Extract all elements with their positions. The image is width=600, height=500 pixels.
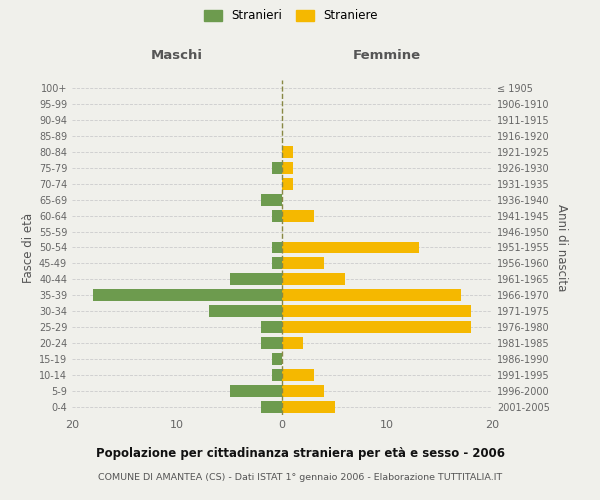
Bar (282, 258, 324, 270)
Text: Femmine: Femmine (353, 50, 421, 62)
Bar (282, 178, 293, 190)
Y-axis label: Anni di nascita: Anni di nascita (555, 204, 568, 291)
Bar (282, 146, 293, 158)
Bar (282, 306, 471, 318)
Bar (282, 162, 293, 173)
Bar (93, 290, 282, 302)
Bar (261, 322, 282, 333)
Legend: Stranieri, Straniere: Stranieri, Straniere (200, 6, 382, 26)
Bar (282, 337, 303, 349)
Bar (282, 274, 345, 285)
Bar (282, 322, 471, 333)
Text: Maschi: Maschi (151, 50, 203, 62)
Y-axis label: Fasce di età: Fasce di età (22, 212, 35, 282)
Bar (282, 210, 314, 222)
Bar (271, 210, 282, 222)
Bar (261, 401, 282, 413)
Bar (271, 353, 282, 365)
Bar (271, 369, 282, 381)
Bar (282, 385, 324, 397)
Text: COMUNE DI AMANTEA (CS) - Dati ISTAT 1° gennaio 2006 - Elaborazione TUTTITALIA.IT: COMUNE DI AMANTEA (CS) - Dati ISTAT 1° g… (98, 472, 502, 482)
Bar (261, 194, 282, 205)
Bar (229, 385, 282, 397)
Bar (271, 242, 282, 254)
Bar (209, 306, 282, 318)
Bar (271, 162, 282, 173)
Bar (282, 401, 335, 413)
Bar (271, 258, 282, 270)
Bar (261, 337, 282, 349)
Text: Popolazione per cittadinanza straniera per età e sesso - 2006: Popolazione per cittadinanza straniera p… (95, 448, 505, 460)
Bar (282, 290, 461, 302)
Bar (282, 242, 419, 254)
Bar (282, 369, 314, 381)
Bar (229, 274, 282, 285)
